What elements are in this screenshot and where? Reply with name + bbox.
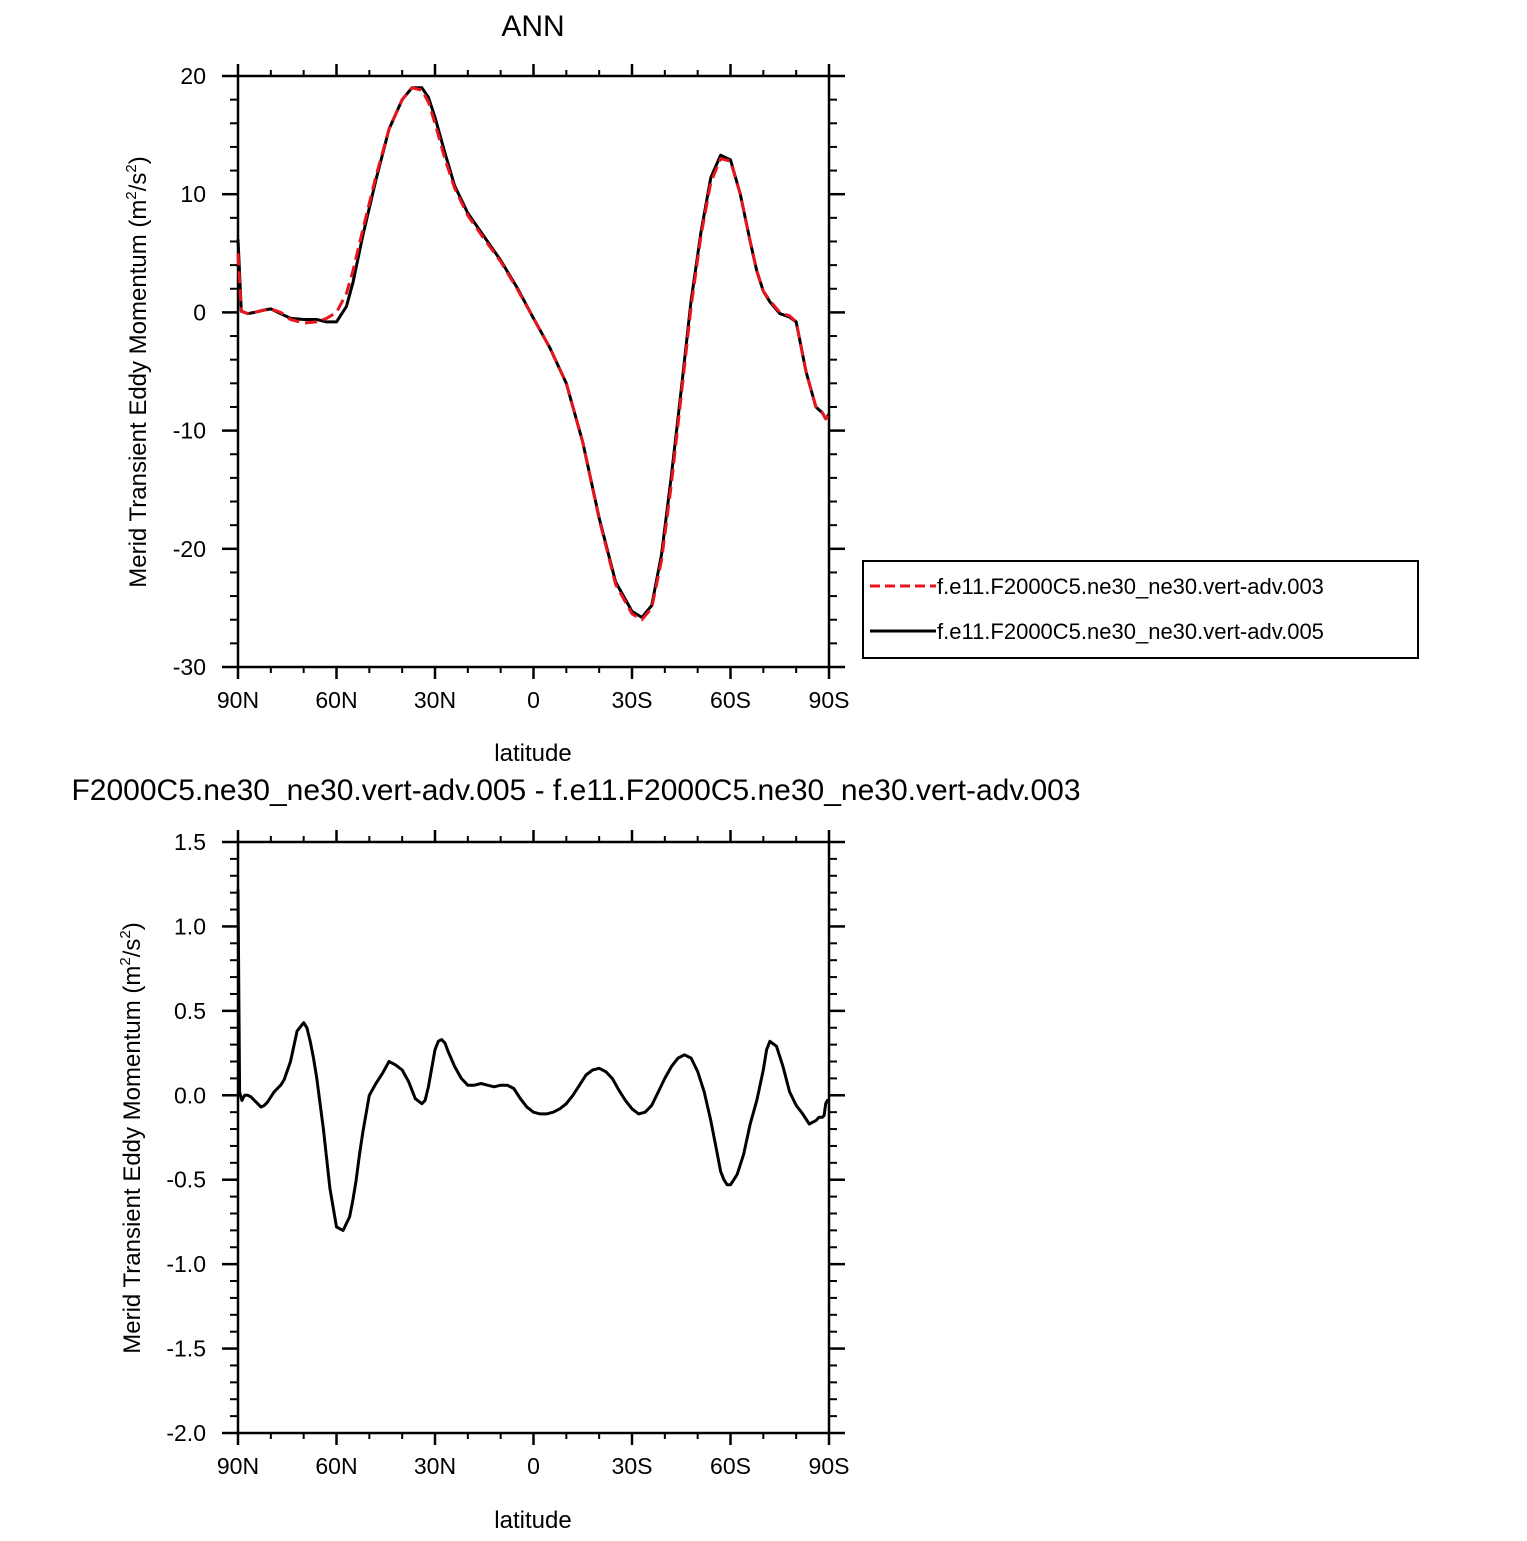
bottom-x-tick-label: 60N [315,1453,357,1479]
top-y-tick-label: 0 [193,299,206,325]
legend-box [862,560,1419,659]
top-x-tick-label: 30N [414,687,456,713]
bottom-y-tick-label: -2.0 [166,1420,206,1446]
bottom-y-tick-label: 0.5 [174,998,206,1024]
top-y-axis-unit-prefix: (m [125,200,152,228]
top-x-tick-label: 30S [612,687,653,713]
top-plot-frame [236,74,831,669]
top-y-tick-label: 20 [180,63,206,89]
top-y-axis-unit-mid: /s [125,173,152,192]
top-x-tick-label: 90S [809,687,850,713]
bottom-y-axis-label: Merid Transient Eddy Momentum (m2/s2) [117,922,146,1354]
bottom-plot-frame [236,840,831,1435]
bottom-x-tick-label: 0 [527,1453,540,1479]
top-y-tick-label: -30 [173,654,206,680]
bottom-y-axis-label-main: Merid Transient Eddy Momentum [119,1000,146,1353]
bottom-x-tick-label: 30S [612,1453,653,1479]
top-y-axis-unit-exp2: 2 [123,164,140,172]
top-x-axis-label: latitude [494,740,571,767]
top-y-tick-label: -10 [173,418,206,444]
top-x-tick-label: 0 [527,687,540,713]
top-series-line-2 [236,86,831,622]
top-series-line-1 [236,86,831,619]
top-y-tick-label: 10 [180,181,206,207]
top-plot-area: 90N 60N 30N 0 30S 60S 90S 20 10 0 -10 -20 -30 [173,63,850,713]
top-x-tick-label: 60N [315,687,357,713]
bottom-y-tick-label: -0.5 [166,1167,206,1193]
top-x-tick-label: 60S [710,687,751,713]
bottom-y-axis-unit-prefix: (m [119,966,146,994]
bottom-series-line-1 [236,889,829,1232]
bottom-y-tick-label: 0.0 [174,1082,206,1108]
top-y-axis-label-main: Merid Transient Eddy Momentum [125,234,152,587]
bottom-plot-area: 90N 60N 30N 0 30S 60S 90S 1.5 1.0 0.5 0.0 -0.5 -1.0 -… [166,829,849,1479]
legend-label-series-1: f.e11.F2000C5.ne30_ne30.vert-adv.003 [937,574,1324,599]
top-y-axis-label: Merid Transient Eddy Momentum (m2/s2) [123,156,152,588]
legend-label-series-2: f.e11.F2000C5.ne30_ne30.vert-adv.005 [937,619,1324,644]
top-y-tick-label: -20 [173,536,206,562]
bottom-x-tick-label: 90N [217,1453,259,1479]
bottom-chart-title: F2000C5.ne30_ne30.vert-adv.005 - f.e11.F… [71,774,1080,807]
legend: f.e11.F2000C5.ne30_ne30.vert-adv.003 f.e… [862,560,1419,659]
bottom-x-tick-label: 90S [809,1453,850,1479]
bottom-y-axis-unit-mid: /s [119,939,146,958]
bottom-y-axis-unit-exp2: 2 [117,930,134,938]
bottom-y-tick-label: 1.0 [174,913,206,939]
bottom-x-axis-label: latitude [494,1507,571,1534]
top-y-axis-unit-exp1: 2 [123,191,140,199]
bottom-x-tick-label: 60S [710,1453,751,1479]
top-y-axis-unit-suffix: ) [125,156,152,164]
top-chart-title: ANN [501,10,564,43]
bottom-y-tick-label: 1.5 [174,829,206,855]
bottom-y-tick-label: -1.0 [166,1251,206,1277]
bottom-y-tick-label: -1.5 [166,1336,206,1362]
bottom-y-axis-unit-suffix: ) [119,922,146,930]
bottom-x-tick-label: 30N [414,1453,456,1479]
top-x-tick-label: 90N [217,687,259,713]
bottom-y-axis-unit-exp1: 2 [117,957,134,965]
